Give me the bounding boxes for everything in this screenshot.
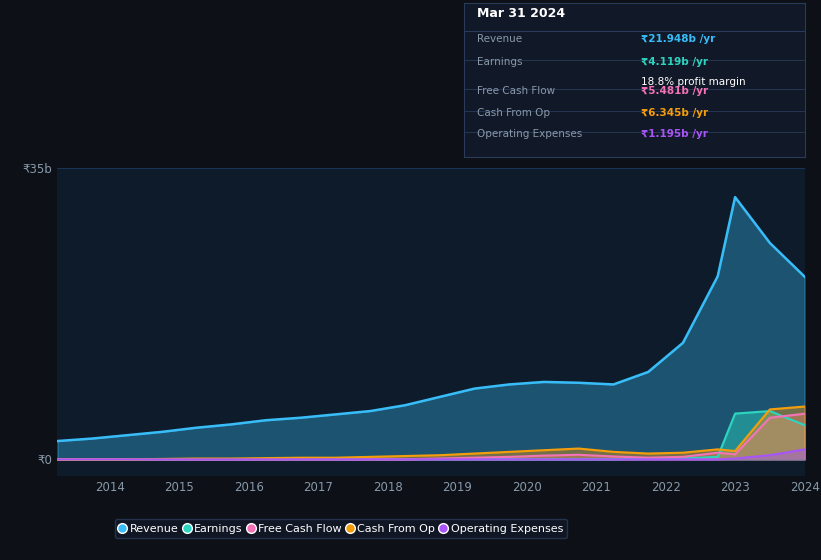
Text: Mar 31 2024: Mar 31 2024 (478, 7, 566, 20)
Text: ₹5.481b /yr: ₹5.481b /yr (641, 86, 709, 96)
Text: Free Cash Flow: Free Cash Flow (478, 86, 556, 96)
Text: 18.8% profit margin: 18.8% profit margin (641, 77, 745, 87)
Text: Revenue: Revenue (478, 34, 523, 44)
Text: ₹6.345b /yr: ₹6.345b /yr (641, 108, 709, 118)
Text: Cash From Op: Cash From Op (478, 108, 551, 118)
Text: ₹21.948b /yr: ₹21.948b /yr (641, 34, 715, 44)
Text: ₹1.195b /yr: ₹1.195b /yr (641, 129, 708, 139)
Legend: Revenue, Earnings, Free Cash Flow, Cash From Op, Operating Expenses: Revenue, Earnings, Free Cash Flow, Cash … (115, 519, 567, 538)
Text: Operating Expenses: Operating Expenses (478, 129, 583, 139)
Text: Earnings: Earnings (478, 57, 523, 67)
Text: ₹4.119b /yr: ₹4.119b /yr (641, 57, 708, 67)
